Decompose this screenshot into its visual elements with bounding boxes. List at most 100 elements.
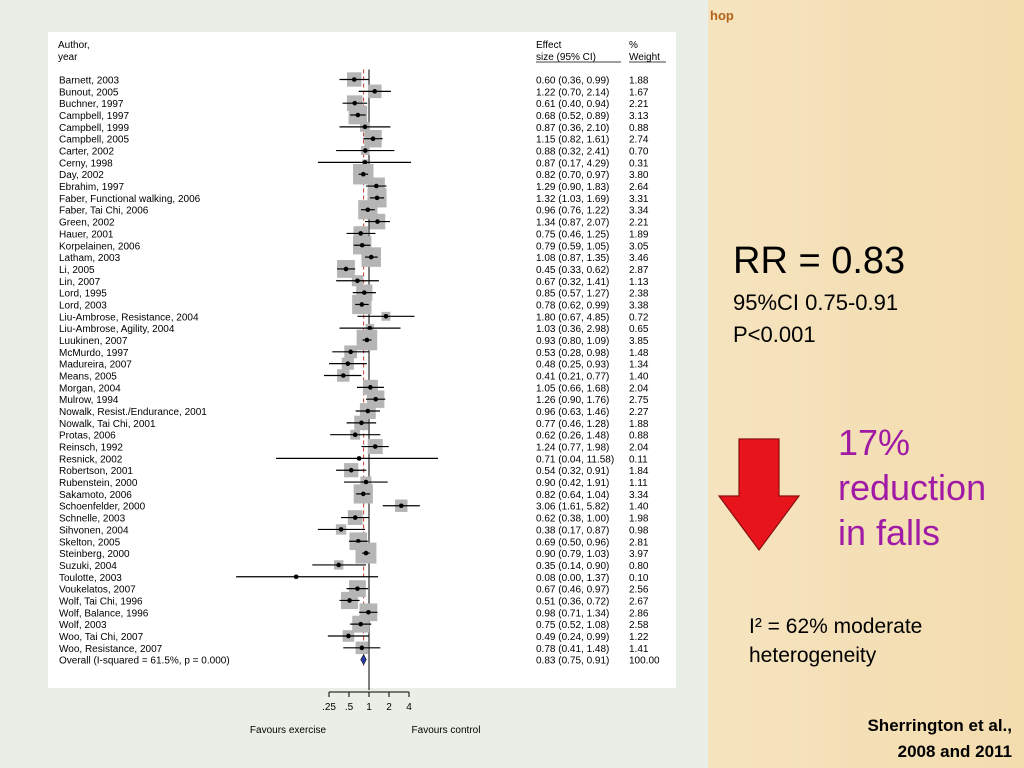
favours-exercise-label: Favours exercise — [250, 725, 327, 736]
study-ci-text: 0.90 (0.42, 1.91) — [536, 478, 609, 489]
study-weight: 2.64 — [629, 182, 649, 193]
study-row: Madureira, 2007 0.48 (0.25, 0.93) 1.34 — [59, 357, 649, 371]
study-weight: 1.40 — [629, 372, 649, 383]
citation: Sherrington et al., 2008 and 2011 — [867, 716, 1012, 761]
study-weight: 2.81 — [629, 537, 649, 548]
point-estimate — [355, 586, 360, 591]
study-ci-text: 0.82 (0.70, 0.97) — [536, 170, 609, 181]
x-tick-label: .5 — [345, 702, 354, 713]
study-ci-text: 0.41 (0.21, 0.77) — [536, 372, 609, 383]
study-weight: 2.58 — [629, 620, 649, 631]
study-label: Wolf, Balance, 1996 — [59, 608, 149, 619]
point-estimate — [383, 314, 389, 319]
point-estimate — [359, 645, 365, 651]
effect-header-line1: Effect — [536, 40, 562, 51]
study-ci-text: 0.78 (0.41, 1.48) — [536, 644, 609, 655]
forest-plot-frame — [48, 32, 676, 688]
study-row: Luukinen, 2007 0.93 (0.80, 1.09) 3.85 — [59, 329, 649, 351]
study-ci-text: 1.80 (0.67, 4.85) — [536, 312, 609, 323]
point-estimate — [372, 89, 378, 94]
point-estimate — [336, 562, 342, 568]
study-row: Li, 2005 0.45 (0.33, 0.62) 2.87 — [59, 260, 649, 278]
study-weight: 0.98 — [629, 525, 649, 536]
study-row: Reinsch, 1992 1.24 (0.77, 1.98) 2.04 — [59, 439, 649, 455]
study-weight: 1.48 — [629, 348, 649, 359]
study-row: Cerny, 1998 0.87 (0.17, 4.29) 0.31 — [59, 158, 649, 169]
point-estimate — [351, 77, 357, 82]
study-label: Latham, 2003 — [59, 253, 121, 264]
study-ci-text: 0.78 (0.62, 0.99) — [536, 300, 609, 311]
study-ci-text: 1.15 (0.82, 1.61) — [536, 135, 609, 146]
study-ci-text: 1.26 (0.90, 1.76) — [536, 395, 609, 406]
study-ci-text: 0.93 (0.80, 1.09) — [536, 336, 609, 347]
down-arrow-icon — [718, 438, 800, 552]
study-label: Morgan, 2004 — [59, 383, 121, 394]
study-ci-text: 0.82 (0.64, 1.04) — [536, 490, 609, 501]
point-estimate — [364, 337, 370, 343]
study-ci-text: 1.34 (0.87, 2.07) — [536, 218, 609, 229]
point-estimate — [370, 136, 376, 141]
point-estimate — [346, 633, 351, 639]
study-row: Wolf, 2003 0.75 (0.52, 1.08) 2.58 — [59, 615, 649, 633]
study-label: Day, 2002 — [59, 170, 104, 181]
study-weight: 3.85 — [629, 336, 649, 347]
study-weight: 1.89 — [629, 229, 649, 240]
study-label: Campbell, 2005 — [59, 135, 129, 146]
study-label: Protas, 2006 — [59, 431, 116, 442]
study-label: Suzuki, 2004 — [59, 561, 117, 572]
study-label: Resnick, 2002 — [59, 454, 123, 465]
point-estimate — [359, 420, 364, 426]
point-estimate — [365, 408, 371, 414]
point-estimate — [363, 550, 369, 556]
study-row: Lord, 2003 0.78 (0.62, 0.99) 3.38 — [59, 294, 649, 315]
study-label: Skelton, 2005 — [59, 537, 121, 548]
point-estimate — [375, 219, 380, 224]
x-axis: Favours exercise Favours control .25 .5 1 2… — [250, 691, 480, 736]
study-weight: 1.13 — [629, 277, 649, 288]
study-weight: 1.11 — [629, 478, 648, 489]
study-row: Campbell, 1997 0.68 (0.52, 0.89) 3.13 — [59, 105, 649, 125]
study-row: Voukelatos, 2007 0.67 (0.46, 0.97) 2.56 — [59, 580, 649, 598]
study-weight: 0.11 — [629, 454, 648, 465]
weight-header-line2: Weight — [629, 52, 660, 63]
study-row: Liu-Ambrose, Resistance, 2004 1.80 (0.67,… — [59, 311, 649, 323]
study-label: Lin, 2007 — [59, 277, 101, 288]
study-weight: 0.70 — [629, 147, 649, 158]
study-weight: 2.75 — [629, 395, 649, 406]
point-estimate — [372, 444, 378, 449]
study-ci-text: 0.53 (0.28, 0.98) — [536, 348, 609, 359]
study-weight: 3.05 — [629, 241, 649, 252]
study-label: Voukelatos, 2007 — [59, 585, 136, 596]
study-ci-text: 0.98 (0.71, 1.34) — [536, 608, 609, 619]
study-weight: 1.22 — [629, 632, 649, 643]
study-weight: 2.87 — [629, 265, 649, 276]
study-ci-text: 0.79 (0.59, 1.05) — [536, 241, 609, 252]
study-row: Woo, Tai Chi, 2007 0.49 (0.24, 0.99) 1.22 — [59, 630, 649, 643]
study-label: Faber, Tai Chi, 2006 — [59, 206, 149, 217]
overall-weight: 100.00 — [629, 656, 660, 667]
study-ci-text: 0.35 (0.14, 0.90) — [536, 561, 609, 572]
x-tick-label: 4 — [406, 702, 412, 713]
study-row: Campbell, 2005 1.15 (0.82, 1.61) 2.74 — [59, 130, 649, 148]
author-header-line2: year — [58, 52, 78, 63]
study-row: Nowalk, Resist./Endurance, 2001 0.96 (0.6… — [59, 403, 649, 419]
study-weight: 0.65 — [629, 324, 649, 335]
study-weight: 2.27 — [629, 407, 649, 418]
study-label: Toulotte, 2003 — [59, 573, 122, 584]
study-label: Woo, Tai Chi, 2007 — [59, 632, 144, 643]
study-ci-text: 1.03 (0.36, 2.98) — [536, 324, 609, 335]
point-estimate — [345, 361, 351, 366]
study-label: Luukinen, 2007 — [59, 336, 128, 347]
study-weight: 2.74 — [629, 135, 649, 146]
study-weight: 1.84 — [629, 466, 649, 477]
point-estimate — [366, 610, 371, 615]
study-weight: 2.86 — [629, 608, 649, 619]
study-weight: 1.34 — [629, 360, 649, 371]
overall-ci-text: 0.83 (0.75, 0.91) — [536, 656, 609, 667]
point-estimate — [363, 479, 369, 485]
study-rows: Barnett, 2003 0.60 (0.36, 0.99) 1.88Bunout… — [59, 69, 660, 690]
study-weight: 2.04 — [629, 383, 649, 394]
study-weight: 3.34 — [629, 490, 649, 501]
study-row: Woo, Resistance, 2007 0.78 (0.41, 1.48) 1.… — [59, 641, 649, 655]
study-row: McMurdo, 1997 0.53 (0.28, 0.98) 1.48 — [59, 345, 649, 359]
